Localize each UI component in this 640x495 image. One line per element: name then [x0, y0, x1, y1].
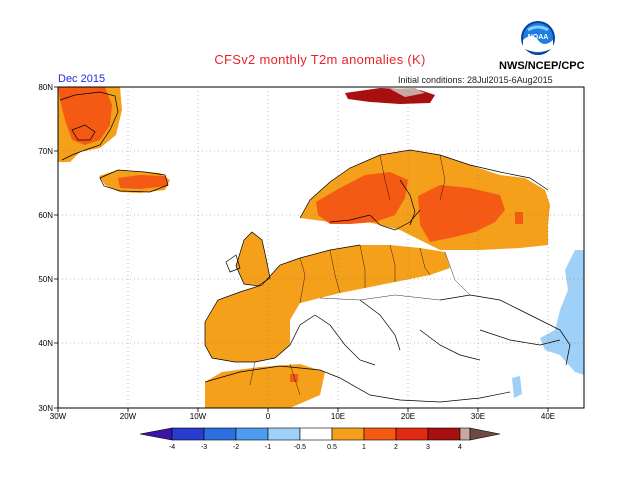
colorbar-label: -0.5 — [294, 444, 306, 451]
colorbar-swatch — [427, 427, 461, 441]
lon-label-0: 0 — [266, 412, 271, 421]
anomaly-region-lightblue — [512, 250, 584, 398]
colorbar-swatch — [299, 427, 333, 441]
colorbar-swatch — [171, 427, 205, 441]
colorbar-swatch — [363, 427, 397, 441]
colorbar-swatch — [331, 427, 365, 441]
colorbar: -4 -3 -2 -1 -0.5 0.5 1 2 3 4 — [139, 427, 501, 451]
lat-label-70n: 70N — [38, 147, 53, 156]
colorbar-swatch — [459, 427, 471, 441]
lat-label-30n: 30N — [38, 404, 53, 413]
map-frame — [57, 86, 585, 409]
lat-label-40n: 40N — [38, 339, 53, 348]
colorbar-label: 0.5 — [327, 444, 337, 451]
noaa-logo-icon: NOAA — [521, 21, 555, 55]
country-borders — [249, 154, 471, 396]
colorbar-label: -3 — [201, 444, 207, 451]
colorbar-swatch-max — [469, 427, 501, 441]
coastlines — [59, 91, 571, 403]
colorbar-label: 1 — [362, 444, 366, 451]
chart-title: CFSv2 monthly T2m anomalies (K) — [214, 52, 426, 67]
anomaly-region-darkred — [345, 88, 435, 104]
lon-label-40e: 40E — [541, 412, 555, 421]
lon-label-30e: 30E — [471, 412, 485, 421]
colorbar-label: 2 — [394, 444, 398, 451]
colorbar-label: -1 — [265, 444, 271, 451]
lat-label-80n: 80N — [38, 83, 53, 92]
colorbar-label: -4 — [169, 444, 175, 451]
lon-label-30w: 30W — [50, 412, 67, 421]
colorbar-swatch — [235, 427, 269, 441]
graticule — [58, 87, 584, 408]
colorbar-label: -2 — [233, 444, 239, 451]
lon-label-20e: 20E — [401, 412, 415, 421]
lon-label-10w: 10W — [190, 412, 207, 421]
svg-text:NOAA: NOAA — [528, 34, 549, 41]
lon-label-10e: 10E — [331, 412, 345, 421]
anomaly-region-red — [58, 87, 523, 382]
colorbar-swatch — [267, 427, 301, 441]
forecast-month: Dec 2015 — [58, 73, 106, 85]
colorbar-swatch — [203, 427, 237, 441]
anomaly-region-brown — [390, 88, 425, 97]
colorbar-swatch-min — [139, 427, 173, 441]
lat-label-50n: 50N — [38, 275, 53, 284]
anomaly-region-orange — [58, 87, 550, 408]
organization-label: NWS/NCEP/CPC — [499, 60, 585, 72]
colorbar-label: 3 — [426, 444, 430, 451]
initial-conditions: Initial conditions: 28Jul2015-6Aug2015 — [398, 75, 553, 85]
colorbar-swatch — [395, 427, 429, 441]
lat-label-60n: 60N — [38, 211, 53, 220]
colorbar-label: 4 — [458, 444, 462, 451]
lon-label-20w: 20W — [120, 412, 137, 421]
